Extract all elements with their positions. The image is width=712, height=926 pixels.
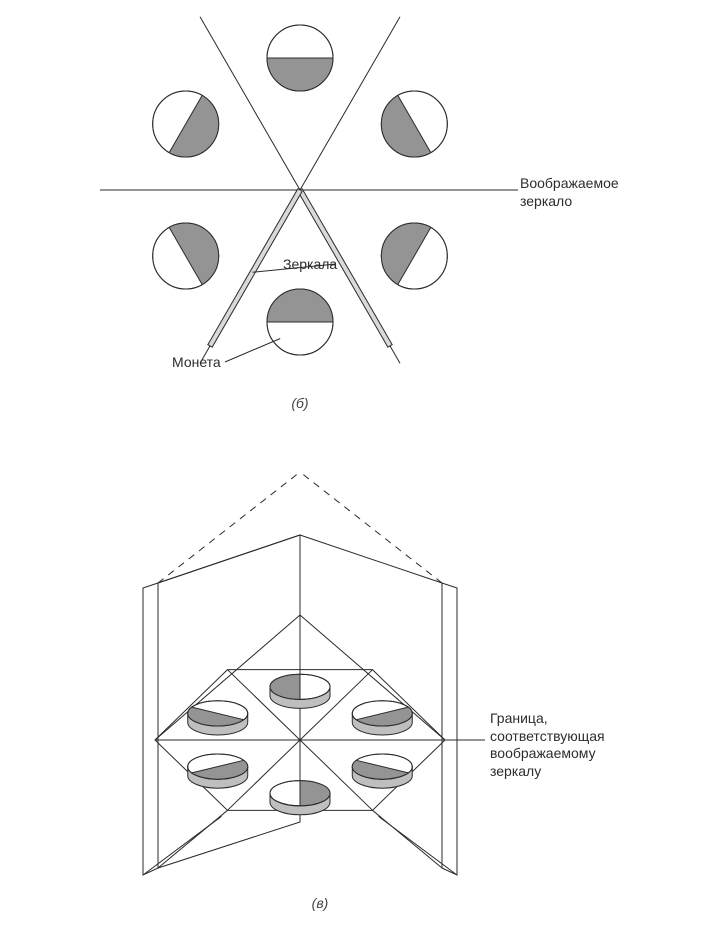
label-boundary: Граница, соответствующая воображаемому з… <box>490 710 605 780</box>
figure-b-caption: (б) <box>0 395 600 411</box>
label-imaginary-mirror-text: Воображаемое зеркало <box>520 175 619 209</box>
label-coin-text: Монета <box>172 354 221 370</box>
label-mirrors: Зеркала <box>283 256 337 274</box>
label-imaginary-mirror: Воображаемое зеркало <box>520 175 619 210</box>
label-coin: Монета <box>172 354 221 372</box>
figure-c-caption: (в) <box>0 895 640 911</box>
figure-c: (в) Граница, соответствующая воображаемо… <box>0 450 712 926</box>
page: (б) Воображаемое зеркало Зеркала Монета … <box>0 0 712 926</box>
figure-c-svg <box>0 450 712 895</box>
label-mirrors-text: Зеркала <box>283 256 337 272</box>
figure-b: (б) Воображаемое зеркало Зеркала Монета <box>0 0 712 430</box>
label-boundary-text: Граница, соответствующая воображаемому з… <box>490 710 605 779</box>
